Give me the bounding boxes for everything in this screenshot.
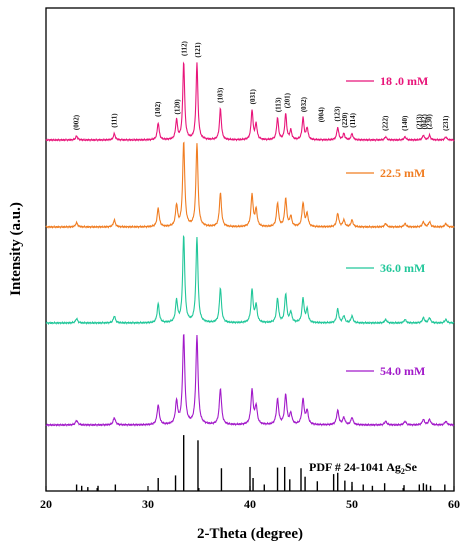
peak-label-13: (123)	[334, 106, 342, 122]
peak-label-17: (140)	[401, 115, 409, 131]
peak-label-8: (031)	[249, 89, 257, 105]
peak-label-3: (102)	[154, 101, 162, 117]
x-tick-label-4: 50	[346, 497, 358, 511]
x-tick-label-3: 40	[244, 497, 256, 511]
x-axis-title: 2-Theta (degree)	[197, 526, 303, 542]
reference-label-subscript: 2	[401, 467, 405, 476]
peak-label-7: (103)	[216, 87, 224, 103]
peak-label-18: (213)	[415, 113, 423, 129]
series-line-3	[45, 234, 455, 326]
peak-label-12: (004)	[317, 106, 325, 122]
legend-label-2: 22.5 mM	[380, 166, 425, 180]
peak-label-19: (042)	[420, 113, 428, 129]
peak-label-2: (111)	[110, 113, 118, 128]
legend-label-4: 54.0 mM	[380, 364, 425, 378]
peak-label-16: (222)	[382, 115, 390, 131]
peak-label-14: (220)	[341, 112, 349, 128]
y-axis-title: Intensity (a.u.)	[8, 202, 24, 296]
peak-label-9: (113)	[275, 97, 283, 112]
peak-label-4: (120)	[174, 99, 182, 115]
peak-label-15: (114)	[349, 112, 357, 127]
reference-label-main: PDF # 24-1041 Ag	[309, 460, 401, 474]
peak-label-20: (230)	[426, 113, 434, 129]
reference-pattern: PDF # 24-1041 Ag2Se	[75, 435, 446, 491]
x-axis: 20 30 40 50 60	[40, 486, 460, 511]
peak-label-6: (121)	[194, 42, 202, 58]
x-tick-label-5: 60	[448, 497, 460, 511]
x-tick-label-2: 30	[142, 497, 154, 511]
series-line-1	[45, 61, 455, 143]
legend-label-3: 36.0 mM	[380, 261, 425, 275]
peak-label-1: (002)	[73, 114, 81, 130]
peak-labels-layer: (002) (111) (102) (120) (112) (121) (103) (031)…	[73, 41, 450, 131]
reference-label: PDF # 24-1041 Ag2Se	[309, 460, 418, 476]
reference-label-tail: Se	[405, 460, 418, 474]
series-line-4	[45, 334, 455, 428]
peak-label-11: (032)	[300, 96, 308, 112]
peak-label-5: (112)	[181, 41, 189, 56]
x-tick-label-1: 20	[40, 497, 52, 511]
legend: 18 .0 mM 22.5 mM 36.0 mM 54.0 mM	[346, 74, 428, 378]
series-line-2	[45, 141, 455, 230]
peak-label-21: (231)	[442, 115, 450, 131]
series-layer	[45, 61, 455, 428]
peak-label-10: (201)	[284, 92, 292, 108]
legend-label-1: 18 .0 mM	[380, 74, 428, 88]
